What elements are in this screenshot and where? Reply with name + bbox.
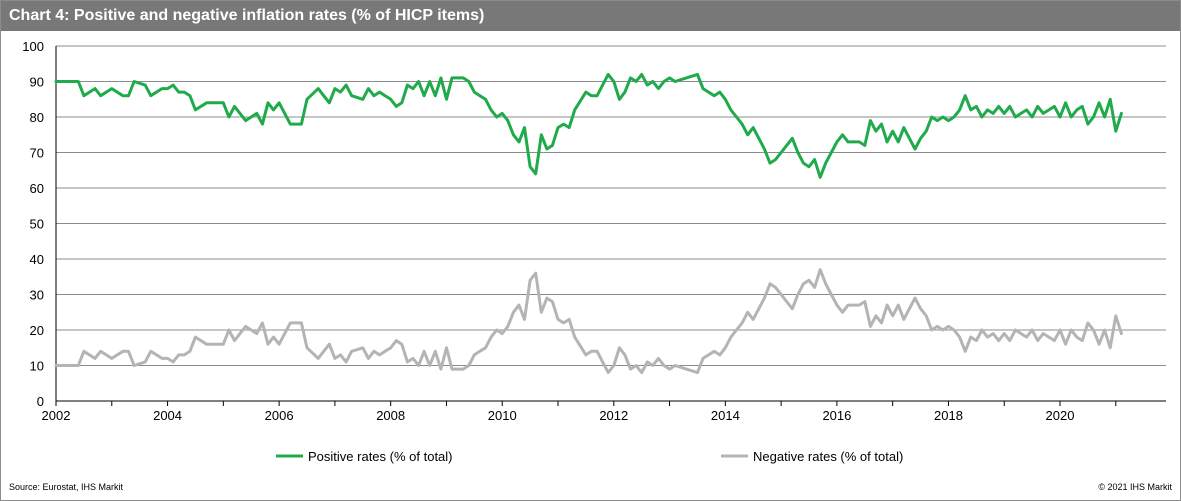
x-tick-label-2004: 2004 — [153, 408, 182, 423]
y-tick-label-20: 20 — [30, 323, 44, 338]
x-tick-label-2018: 2018 — [934, 408, 963, 423]
x-tick-label-2016: 2016 — [822, 408, 851, 423]
negative-rates-line — [54, 268, 1123, 375]
x-tick-label-2008: 2008 — [376, 408, 405, 423]
line-chart: 0 10 20 30 40 50 60 70 80 90 100 2002 2004 2006 2008 20… — [22, 39, 1166, 464]
y-tick-label-40: 40 — [30, 252, 44, 267]
legend-positive-label: Positive rates (% of total) — [308, 449, 453, 464]
y-tick-label-30: 30 — [30, 288, 44, 303]
copyright-note: © 2021 IHS Markit — [1098, 482, 1172, 492]
x-tick-label-2002: 2002 — [42, 408, 71, 423]
chart-title: Chart 4: Positive and negative inflation… — [1, 1, 1180, 31]
x-tick-label-2014: 2014 — [711, 408, 740, 423]
x-tick-label-2012: 2012 — [599, 408, 628, 423]
legend-negative-label: Negative rates (% of total) — [753, 449, 903, 464]
y-tick-label-90: 90 — [30, 75, 44, 90]
y-tick-label-50: 50 — [30, 217, 44, 232]
source-note: Source: Eurostat, IHS Markit — [9, 482, 124, 492]
y-tick-label-80: 80 — [30, 110, 44, 125]
chart-area: 0 10 20 30 40 50 60 70 80 90 100 2002 2004 2006 2008 20… — [1, 31, 1180, 471]
y-tick-label-10: 10 — [30, 359, 44, 374]
x-tick-label-2006: 2006 — [265, 408, 294, 423]
y-tick-label-60: 60 — [30, 181, 44, 196]
y-tick-label-0: 0 — [37, 394, 44, 409]
positive-rates-line — [54, 72, 1123, 179]
y-tick-label-70: 70 — [30, 146, 44, 161]
x-tick-label-2020: 2020 — [1046, 408, 1075, 423]
x-tick-label-2010: 2010 — [488, 408, 517, 423]
y-tick-label-100: 100 — [22, 39, 44, 54]
